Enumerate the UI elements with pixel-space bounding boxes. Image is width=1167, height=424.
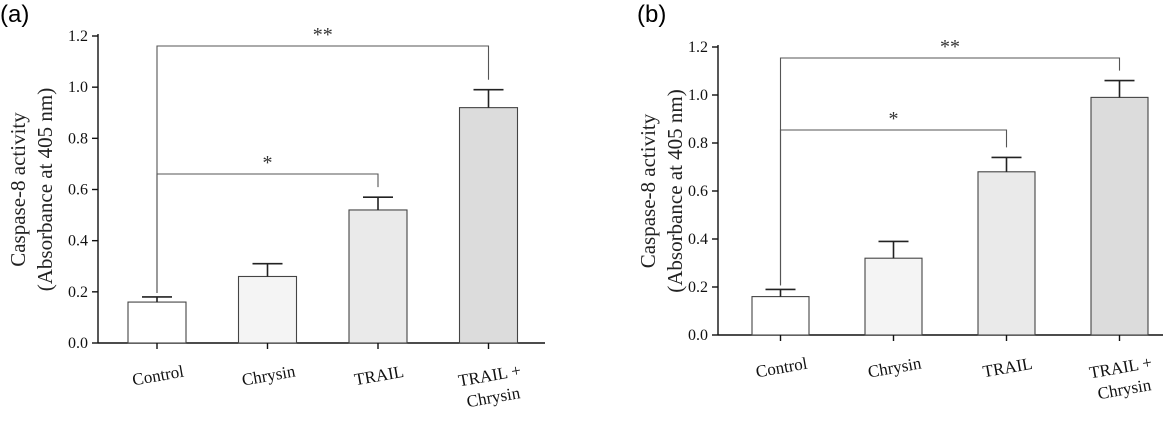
y-axis-title: (Absorbance at 405 nm) <box>33 88 57 292</box>
y-tick-label: 1.2 <box>68 28 88 45</box>
bar <box>237 275 298 344</box>
y-axis-title: Caspase-8 activity <box>636 113 660 268</box>
bar <box>751 296 810 336</box>
bar <box>127 301 187 344</box>
x-category-label-line: Control <box>754 354 809 382</box>
x-category-label: Control <box>131 362 186 390</box>
x-category-label-line: Control <box>131 362 186 390</box>
y-tick-label: 0.8 <box>68 130 88 147</box>
y-tick-label: 0.2 <box>68 284 88 301</box>
significance-label: * <box>263 152 273 174</box>
x-category-label: Chrysin <box>866 353 923 381</box>
bar <box>1090 96 1149 336</box>
significance-bracket-double <box>779 57 1121 286</box>
y-tick-label: 0.8 <box>688 135 708 152</box>
y-tick-label: 1.0 <box>68 79 88 96</box>
significance-label: ** <box>940 36 960 58</box>
chart-panel-b: (b) 0.0 0.2 0.4 0.6 0.8 1.0 1.2 Caspase-8 activi… <box>636 1 1163 404</box>
x-category-label: TRAIL <box>981 354 1034 381</box>
x-category-label-line: TRAIL <box>353 362 406 389</box>
y-tick-label: 0.4 <box>68 233 88 250</box>
y-tick-label: 0.2 <box>688 279 708 296</box>
bar <box>458 107 519 344</box>
x-category-label: TRAIL +Chrysin <box>457 361 526 412</box>
panel-label: (a) <box>0 1 29 28</box>
y-axis-title: Caspase-8 activity <box>6 112 30 267</box>
chart-panel-a: (a) 0.0 0.2 0.4 0.6 0.8 1.0 1.2 Caspase-8 activi… <box>0 1 545 412</box>
y-axis-title: (Absorbance at 405 nm) <box>663 89 687 293</box>
x-category-label: Control <box>754 354 809 382</box>
significance-bracket-double <box>156 45 490 293</box>
x-category-label: Chrysin <box>240 361 297 389</box>
bar <box>348 209 408 344</box>
y-tick-label: 0.0 <box>688 327 708 344</box>
y-tick-label: 1.2 <box>688 39 708 56</box>
y-tick-label: 1.0 <box>688 87 708 104</box>
y-tick-label: 0.4 <box>688 231 708 248</box>
y-tick-label: 0.0 <box>68 335 88 352</box>
x-category-label-line: TRAIL <box>981 354 1034 381</box>
panel-label: (b) <box>637 1 666 28</box>
bar <box>864 257 923 336</box>
x-category-label-line: Chrysin <box>866 353 923 381</box>
significance-label: * <box>889 108 899 130</box>
y-tick-label: 0.6 <box>688 183 708 200</box>
x-category-label: TRAIL +Chrysin <box>1088 353 1157 404</box>
y-tick-label: 0.6 <box>68 182 88 199</box>
x-category-label-line: Chrysin <box>240 361 297 389</box>
x-category-label: TRAIL <box>353 362 406 389</box>
bar <box>977 171 1036 336</box>
significance-label: ** <box>313 24 333 46</box>
